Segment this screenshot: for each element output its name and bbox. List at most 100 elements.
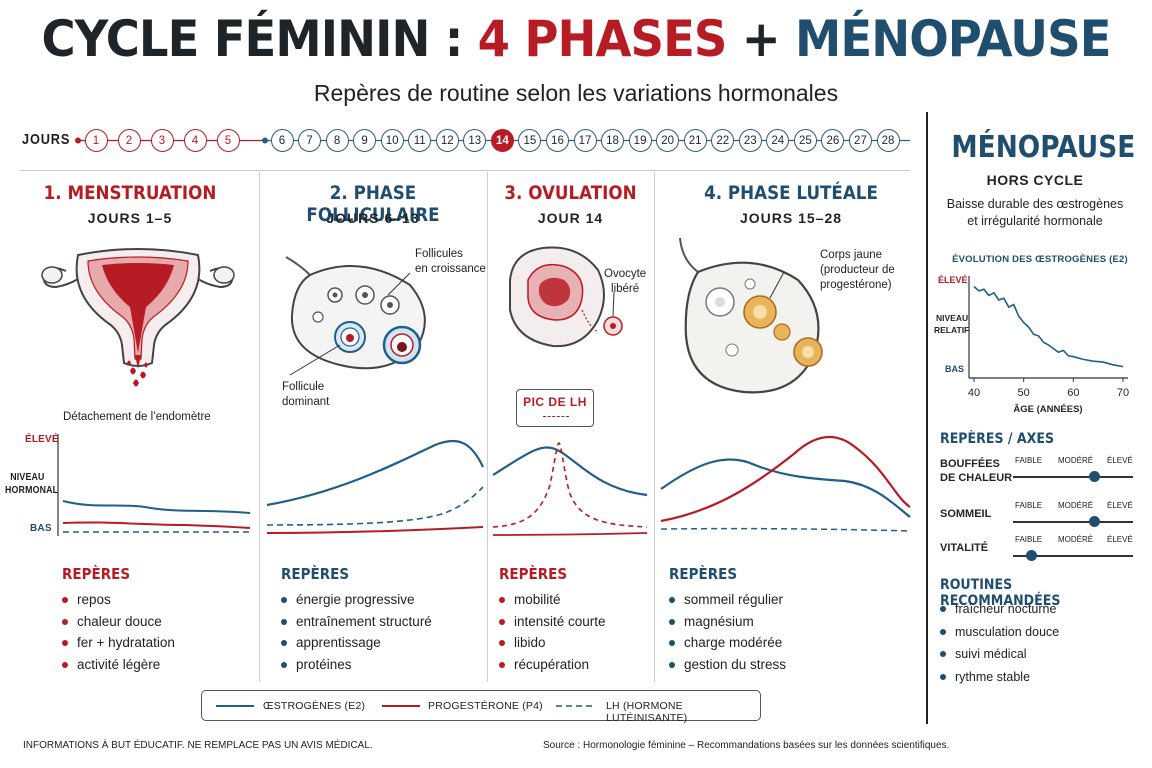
list-item: activité légère bbox=[62, 654, 175, 676]
slider-scale-label: FAIBLE bbox=[1015, 501, 1043, 510]
list-item: sommeil régulier bbox=[669, 589, 786, 611]
phase-days-luteale: JOURS 15–28 bbox=[739, 210, 843, 226]
days-label: JOURS bbox=[22, 131, 71, 148]
list-item: protéines bbox=[281, 654, 432, 676]
phase-days-folliculaire: JOURS 6–13 bbox=[326, 210, 420, 226]
lh-peak-box: PIC DE LH bbox=[516, 389, 594, 427]
legend-label-e2: ŒSTROGÈNES (E2) bbox=[263, 700, 366, 712]
day-12: 12 bbox=[435, 129, 459, 152]
day-21: 21 bbox=[683, 129, 707, 152]
slider-scale-label: FAIBLE bbox=[1015, 456, 1043, 465]
lh-peak-label: PIC DE LH bbox=[523, 395, 587, 409]
slider-scale-label: MODÉRÉ bbox=[1058, 501, 1094, 510]
day-10: 10 bbox=[380, 129, 404, 152]
phase-title-ovulation: 3. OVULATION bbox=[504, 182, 637, 204]
note-follicule-dominant: Follicule dominant bbox=[282, 381, 330, 408]
footer-source: Source : Hormonologie féminine – Recomma… bbox=[543, 740, 950, 751]
p4-curve-ovulation bbox=[492, 532, 648, 536]
hormone-axis-high: ÉLEVÉ bbox=[25, 434, 59, 445]
day-5: 5 bbox=[216, 129, 240, 152]
reperes-list-ovulation: mobilité intensité courte libido récupér… bbox=[499, 589, 606, 675]
ovary-follicular-illustration bbox=[285, 256, 426, 376]
list-item: repos bbox=[62, 589, 175, 611]
chart-y-high: ÉLEVÉ bbox=[938, 275, 968, 285]
day-20: 20 bbox=[656, 129, 680, 152]
routines-title: ROUTINES RECOMMANDÉES bbox=[940, 577, 1061, 609]
day-16: 16 bbox=[545, 129, 569, 152]
day-13: 13 bbox=[463, 129, 487, 152]
p4-curve-folliculaire bbox=[266, 526, 484, 534]
list-item: musculation douce bbox=[940, 621, 1059, 644]
day-23: 23 bbox=[738, 129, 762, 152]
chart-x-tick: 50 bbox=[1018, 387, 1030, 399]
list-item: chaleur douce bbox=[62, 611, 175, 633]
page-title: CYCLE FÉMININ : 4 PHASES + MÉNOPAUSE bbox=[41, 10, 1111, 68]
chart-title: ÉVOLUTION DES ŒSTROGÈNES (E2) bbox=[952, 254, 1128, 265]
slider-scale-label: ÉLEVÉ bbox=[1107, 501, 1133, 510]
list-item: fer + hydratation bbox=[62, 632, 175, 654]
chart-x-tick: 60 bbox=[1067, 387, 1079, 399]
column-divider-3 bbox=[654, 172, 655, 682]
day-17: 17 bbox=[573, 129, 597, 152]
menopause-divider bbox=[926, 112, 928, 724]
p4-curve-luteale bbox=[660, 435, 911, 523]
legend: ŒSTROGÈNES (E2) PROGESTÉRONE (P4) LH (HO… bbox=[201, 690, 761, 724]
list-item: fraîcheur nocturne bbox=[940, 598, 1059, 621]
header-divider bbox=[20, 170, 910, 171]
hormone-axis-low: BAS bbox=[30, 523, 52, 534]
reperes-title-ovulation: REPÈRES bbox=[499, 565, 568, 583]
reperes-title-menstruation: REPÈRES bbox=[62, 565, 131, 583]
slider-scale-label: ÉLEVÉ bbox=[1107, 535, 1133, 544]
slider-knob bbox=[1089, 516, 1101, 527]
day-28: 28 bbox=[876, 129, 900, 152]
reperes-title-luteale: REPÈRES bbox=[669, 565, 738, 583]
slider-scale-label: ÉLEVÉ bbox=[1107, 456, 1133, 465]
reperes-list-luteale: sommeil régulier magnésium charge modéré… bbox=[669, 589, 786, 675]
note-follicules: Follicules en croissance bbox=[415, 248, 486, 275]
slider-label: VITALITÉ bbox=[940, 542, 989, 554]
routines-list: fraîcheur nocturne musculation douce sui… bbox=[940, 598, 1059, 688]
day-27: 27 bbox=[848, 129, 872, 152]
list-item: rythme stable bbox=[940, 666, 1059, 689]
list-item: énergie progressive bbox=[281, 589, 432, 611]
day-26: 26 bbox=[821, 129, 845, 152]
column-divider-1 bbox=[259, 172, 260, 682]
list-item: gestion du stress bbox=[669, 654, 786, 676]
list-item: entraînement structuré bbox=[281, 611, 432, 633]
slider-track bbox=[1013, 476, 1133, 478]
hormone-curves bbox=[62, 435, 911, 536]
lh-peak-dash bbox=[543, 416, 569, 417]
phase-title-luteale: 4. PHASE LUTÉALE bbox=[704, 182, 878, 204]
chart-x-tick: 70 bbox=[1117, 387, 1129, 399]
slider-knob bbox=[1089, 471, 1101, 482]
chart-y-label-2: RELATIF bbox=[934, 325, 969, 335]
reperes-list-menstruation: repos chaleur douce fer + hydratation ac… bbox=[62, 589, 175, 675]
days-timeline: JOURS 1 2 3 4 5 6 7 8 9 10 11 12 13 14 15 16 17 18 19 20 21 2… bbox=[20, 129, 920, 153]
list-item: magnésium bbox=[669, 611, 786, 633]
day-11: 11 bbox=[408, 129, 432, 152]
day-24: 24 bbox=[766, 129, 790, 152]
note-endometre: Détachement de l’endomètre bbox=[63, 411, 211, 423]
day-22: 22 bbox=[711, 129, 735, 152]
estrogen-series-line bbox=[973, 285, 1124, 368]
day-7: 7 bbox=[298, 129, 322, 152]
page-subtitle: Repères de routine selon les variations … bbox=[313, 80, 839, 106]
day-14: 14 bbox=[490, 129, 514, 152]
e2-curve-menstruation bbox=[62, 500, 251, 514]
list-item: libido bbox=[499, 632, 606, 654]
day-8: 8 bbox=[325, 129, 349, 152]
lh-curve-folliculaire bbox=[266, 486, 484, 526]
reperes-title-folliculaire: REPÈRES bbox=[281, 565, 350, 583]
day-2: 2 bbox=[117, 129, 141, 152]
e2-curve-luteale bbox=[660, 458, 911, 518]
p4-curve-menstruation bbox=[62, 521, 251, 529]
menopause-title: MÉNOPAUSE bbox=[951, 130, 1136, 165]
note-corps-jaune: Corps jaune (producteur de progestérone) bbox=[820, 249, 895, 291]
e2-curve-folliculaire bbox=[266, 439, 484, 507]
phase-days-ovulation: JOUR 14 bbox=[537, 210, 604, 226]
lh-curve-ovulation bbox=[492, 442, 648, 528]
corpus-luteum-illustration bbox=[679, 237, 823, 394]
legend-label-lh: LH (HORMONE LUTÉINISANTE) bbox=[606, 700, 688, 724]
menopause-subtitle: HORS CYCLE bbox=[986, 172, 1084, 188]
list-item: apprentissage bbox=[281, 632, 432, 654]
